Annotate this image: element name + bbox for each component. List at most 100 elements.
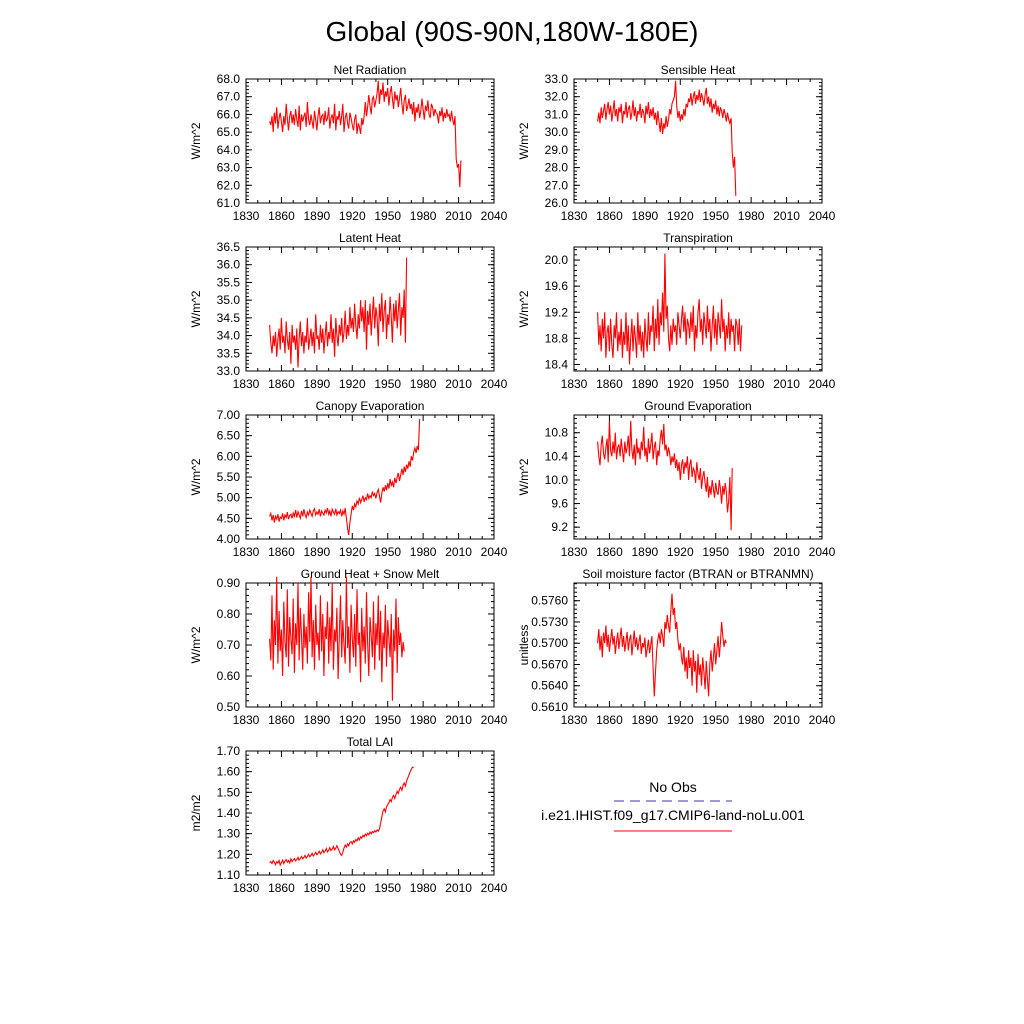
x-tick-label: 1890 [304, 713, 331, 727]
panels: Net Radiation W/m^2 1830 1860 1890 1920 1950 19… [189, 63, 836, 895]
y-tick-label: 36.0 [217, 258, 241, 272]
x-tick-label: 1950 [374, 713, 401, 727]
x-tick-label: 2040 [809, 545, 836, 559]
plot-frame [245, 246, 495, 372]
y-tick-label: 61.0 [217, 196, 241, 210]
plot-frame [573, 414, 823, 540]
y-tick-label: 0.50 [217, 700, 241, 714]
legend: No Obs i.e21.IHIST.f09_g17.CMIP6-land-no… [541, 779, 805, 832]
x-tick-label: 1980 [738, 209, 765, 223]
chart-panel-3: Latent Heat W/m^2 1830 1860 1890 1920 1950 1980… [189, 231, 508, 391]
y-tick-label: 66.0 [217, 107, 241, 121]
x-tick-label: 1860 [596, 713, 623, 727]
x-tick-label: 1830 [233, 881, 260, 895]
plot-frame [245, 78, 495, 204]
series-line-1 [269, 257, 408, 368]
x-tick-label: 2040 [481, 713, 508, 727]
panel-title: Soil moisture factor (BTRAN or BTRANMN) [582, 567, 813, 581]
y-tick-label: 6.00 [217, 449, 241, 463]
y-tick-label: 20.0 [545, 253, 569, 267]
x-tick-label: 1920 [339, 545, 366, 559]
y-axis-label: W/m^2 [517, 458, 531, 495]
x-tick-label: 1890 [304, 209, 331, 223]
y-tick-label: 30.0 [545, 125, 569, 139]
chart-panel-1: Net Radiation W/m^2 1830 1860 1890 1920 1950 19… [189, 63, 508, 223]
y-tick-label: 0.5670 [531, 657, 568, 671]
y-tick-label: 0.5700 [531, 636, 568, 650]
y-tick-label: 33.0 [545, 72, 569, 86]
y-tick-label: 33.5 [217, 346, 241, 360]
x-tick-label: 1890 [304, 881, 331, 895]
y-tick-label: 10.4 [545, 449, 569, 463]
x-tick-label: 2040 [481, 881, 508, 895]
series-line-1 [597, 420, 733, 531]
plot-frame [573, 246, 823, 372]
y-tick-label: 31.0 [545, 107, 569, 121]
y-tick-label: 27.0 [545, 178, 569, 192]
chart-panel-5: Canopy Evaporation W/m^2 1830 1860 1890 1920 1… [189, 399, 508, 559]
x-tick-label: 2010 [445, 713, 472, 727]
y-tick-label: 29.0 [545, 143, 569, 157]
chart-panel-6: Ground Evaporation W/m^2 1830 1860 1890 1920 1… [517, 399, 836, 559]
x-tick-label: 2040 [481, 209, 508, 223]
plot-frame [245, 414, 495, 540]
y-tick-label: 18.8 [545, 331, 569, 345]
y-tick-label: 67.0 [217, 90, 241, 104]
x-tick-label: 1920 [667, 377, 694, 391]
x-tick-label: 1860 [268, 713, 295, 727]
x-tick-label: 1950 [374, 881, 401, 895]
x-tick-label: 1830 [561, 545, 588, 559]
y-tick-label: 4.50 [217, 511, 241, 525]
x-tick-label: 1980 [738, 713, 765, 727]
x-tick-label: 2010 [773, 545, 800, 559]
x-tick-label: 1860 [596, 545, 623, 559]
panel-title: Canopy Evaporation [316, 399, 425, 413]
y-tick-label: 1.10 [217, 868, 241, 882]
y-tick-label: 26.0 [545, 196, 569, 210]
legend-case-label: i.e21.IHIST.f09_g17.CMIP6-land-noLu.001 [541, 807, 805, 823]
series-line-1 [269, 419, 421, 535]
x-tick-label: 1830 [233, 377, 260, 391]
series-line-1 [269, 766, 415, 867]
y-tick-label: 0.60 [217, 669, 241, 683]
y-tick-label: 0.90 [217, 576, 241, 590]
x-tick-label: 1890 [304, 545, 331, 559]
series-line-1 [597, 80, 737, 196]
x-tick-label: 1920 [667, 713, 694, 727]
y-tick-label: 28.0 [545, 161, 569, 175]
x-tick-label: 2010 [445, 209, 472, 223]
y-axis-label: m2/m2 [189, 794, 203, 831]
y-tick-label: 1.30 [217, 827, 241, 841]
y-tick-label: 0.5610 [531, 700, 568, 714]
chart-panel-4: Transpiration W/m^2 1830 1860 1890 1920 1950 19… [517, 231, 836, 391]
x-tick-label: 1830 [561, 377, 588, 391]
x-tick-label: 1950 [374, 209, 401, 223]
x-tick-label: 1890 [632, 713, 659, 727]
x-tick-label: 2040 [481, 545, 508, 559]
y-tick-label: 68.0 [217, 72, 241, 86]
y-tick-label: 62.0 [217, 178, 241, 192]
x-tick-label: 1920 [339, 713, 366, 727]
panel-title: Sensible Heat [661, 63, 736, 77]
x-tick-label: 1830 [233, 545, 260, 559]
x-tick-label: 1860 [268, 545, 295, 559]
x-tick-label: 2010 [445, 881, 472, 895]
y-tick-label: 19.2 [545, 305, 569, 319]
x-tick-label: 2010 [773, 713, 800, 727]
series-line-1 [597, 253, 743, 365]
panel-title: Latent Heat [339, 231, 402, 245]
x-tick-label: 1860 [268, 209, 295, 223]
x-tick-label: 1830 [561, 713, 588, 727]
legend-obs-label: No Obs [649, 779, 696, 795]
x-tick-label: 1920 [339, 209, 366, 223]
y-tick-label: 35.0 [217, 293, 241, 307]
y-tick-label: 1.20 [217, 847, 241, 861]
x-tick-label: 1980 [410, 713, 437, 727]
x-tick-label: 1860 [596, 209, 623, 223]
y-axis-label: W/m^2 [517, 122, 531, 159]
x-tick-label: 1890 [632, 377, 659, 391]
y-tick-label: 10.8 [545, 426, 569, 440]
y-tick-label: 1.60 [217, 765, 241, 779]
chart-panel-9: Total LAI m2/m2 1830 1860 1890 1920 1950 1980 20… [189, 735, 508, 895]
